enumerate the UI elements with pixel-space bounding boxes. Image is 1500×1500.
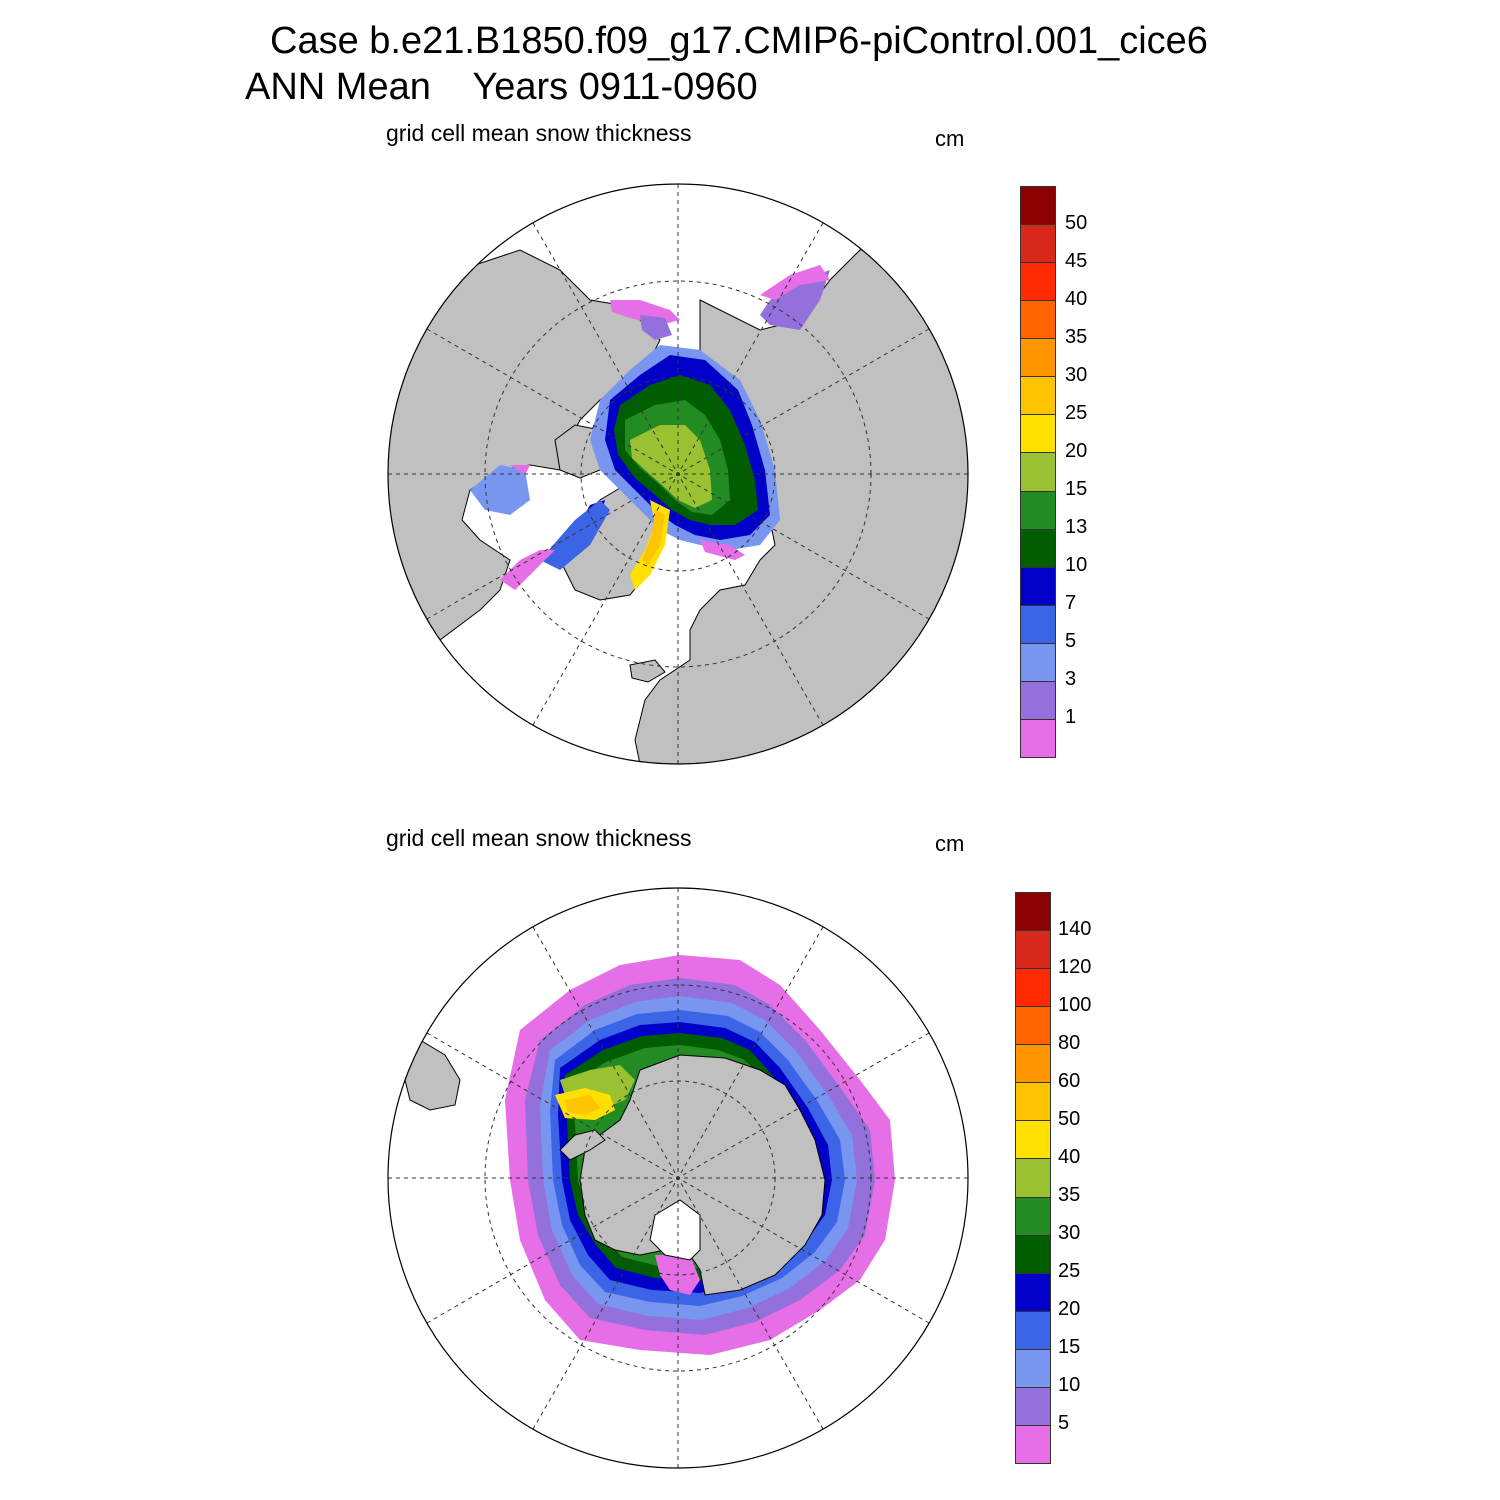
colorbar-label: 15 bbox=[1058, 1336, 1081, 1358]
colorbar-swatch bbox=[1021, 453, 1055, 492]
colorbar-swatch bbox=[1016, 1235, 1050, 1274]
colorbar-label: 60 bbox=[1058, 1070, 1081, 1092]
figure-title: Case b.e21.B1850.f09_g17.CMIP6-piControl… bbox=[270, 20, 1208, 62]
colorbar-label: 10 bbox=[1065, 554, 1088, 576]
north-polar-map bbox=[388, 184, 968, 764]
colorbar-label: 35 bbox=[1065, 326, 1088, 348]
colorbar-swatch bbox=[1016, 1311, 1050, 1350]
colorbar-label: 25 bbox=[1065, 402, 1088, 424]
colorbar-label: 120 bbox=[1058, 956, 1092, 978]
colorbar-swatch bbox=[1021, 263, 1055, 302]
colorbar-label: 7 bbox=[1065, 592, 1077, 614]
colorbar-label: 15 bbox=[1065, 478, 1088, 500]
figure-period: ANN Mean Years 0911-0960 bbox=[245, 66, 758, 108]
colorbar-label: 80 bbox=[1058, 1032, 1081, 1054]
colorbar-swatch bbox=[1016, 1083, 1050, 1122]
colorbar-swatch bbox=[1021, 719, 1055, 757]
colorbar-swatch bbox=[1016, 893, 1050, 932]
colorbar-label: 30 bbox=[1058, 1222, 1081, 1244]
colorbar-swatch bbox=[1021, 377, 1055, 416]
north-subtitle: grid cell mean snow thickness bbox=[386, 120, 692, 146]
colorbar-label: 50 bbox=[1058, 1108, 1081, 1130]
north-colorbar bbox=[1020, 186, 1056, 758]
colorbar-swatch bbox=[1021, 681, 1055, 720]
colorbar-label: 30 bbox=[1065, 364, 1088, 386]
colorbar-swatch bbox=[1021, 187, 1055, 226]
colorbar-label: 20 bbox=[1065, 440, 1088, 462]
colorbar-swatch bbox=[1016, 1121, 1050, 1160]
colorbar-swatch bbox=[1016, 1349, 1050, 1388]
colorbar-label: 5 bbox=[1065, 630, 1077, 652]
colorbar-swatch bbox=[1016, 1197, 1050, 1236]
colorbar-swatch bbox=[1016, 969, 1050, 1008]
colorbar-label: 3 bbox=[1065, 668, 1077, 690]
colorbar-swatch bbox=[1016, 1045, 1050, 1084]
colorbar-swatch bbox=[1021, 415, 1055, 454]
colorbar-swatch bbox=[1016, 1007, 1050, 1046]
south-subtitle: grid cell mean snow thickness bbox=[386, 825, 692, 851]
colorbar-swatch bbox=[1021, 339, 1055, 378]
colorbar-label: 5 bbox=[1058, 1412, 1070, 1434]
colorbar-swatch bbox=[1021, 225, 1055, 264]
colorbar-swatch bbox=[1021, 567, 1055, 606]
colorbar-swatch bbox=[1021, 529, 1055, 568]
colorbar-label: 25 bbox=[1058, 1260, 1081, 1282]
colorbar-label: 50 bbox=[1065, 212, 1088, 234]
colorbar-label: 100 bbox=[1058, 994, 1092, 1016]
south-polar-map bbox=[388, 888, 968, 1468]
colorbar-label: 1 bbox=[1065, 706, 1077, 728]
colorbar-swatch bbox=[1016, 1273, 1050, 1312]
colorbar-label: 40 bbox=[1065, 288, 1088, 310]
colorbar-label: 45 bbox=[1065, 250, 1088, 272]
colorbar-swatch bbox=[1016, 1387, 1050, 1426]
colorbar-label: 40 bbox=[1058, 1146, 1081, 1168]
colorbar-label: 35 bbox=[1058, 1184, 1081, 1206]
colorbar-swatch bbox=[1021, 301, 1055, 340]
colorbar-label: 20 bbox=[1058, 1298, 1081, 1320]
colorbar-swatch bbox=[1021, 605, 1055, 644]
north-units: cm bbox=[935, 126, 965, 151]
colorbar-swatch bbox=[1016, 1425, 1050, 1463]
south-colorbar bbox=[1015, 892, 1051, 1464]
south-units: cm bbox=[935, 831, 965, 856]
colorbar-swatch bbox=[1016, 1159, 1050, 1198]
colorbar-swatch bbox=[1021, 643, 1055, 682]
colorbar-label: 140 bbox=[1058, 918, 1092, 940]
colorbar-swatch bbox=[1016, 931, 1050, 970]
colorbar-swatch bbox=[1021, 491, 1055, 530]
colorbar-label: 10 bbox=[1058, 1374, 1081, 1396]
colorbar-label: 13 bbox=[1065, 516, 1088, 538]
